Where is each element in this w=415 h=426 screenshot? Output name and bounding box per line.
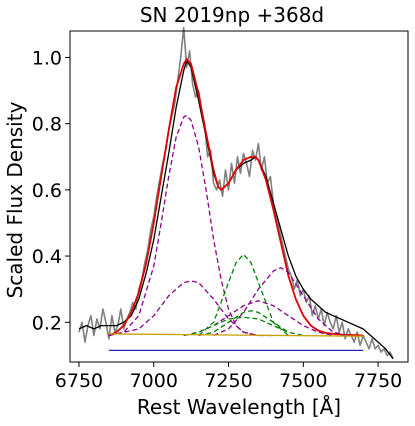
x-tick-label: 7750 <box>354 370 402 392</box>
series-observed-0 <box>78 26 394 360</box>
plot-frame <box>69 30 409 363</box>
x-tick-label: 6750 <box>55 370 103 392</box>
x-tick-label: 7250 <box>204 370 252 392</box>
series-continuum-10 <box>108 333 364 337</box>
y-tick-label: 0.6 <box>32 180 62 202</box>
y-tick-label: 0.8 <box>32 114 62 136</box>
series-component-9 <box>183 316 289 337</box>
x-axis-label: Rest Wavelength [Å] <box>137 395 341 419</box>
series-total-fit-2 <box>108 58 364 337</box>
x-tick-label: 7500 <box>279 370 327 392</box>
plot-area <box>78 26 394 360</box>
series-smoothed-1 <box>78 60 394 360</box>
series-component-5 <box>213 267 349 337</box>
chart-title: SN 2019np +368d <box>140 3 324 27</box>
x-tick-label: 7000 <box>130 370 178 392</box>
y-tick-label: 0.2 <box>32 312 62 334</box>
y-axis-ticks: 0.2 0.4 0.6 0.8 1.0 <box>32 47 70 334</box>
y-tick-label: 0.4 <box>32 246 62 268</box>
series-component-4 <box>108 280 259 337</box>
y-tick-label: 1.0 <box>32 47 62 69</box>
series-component-3 <box>108 114 274 337</box>
y-axis-label: Scaled Flux Density <box>3 101 27 298</box>
series-component-8 <box>198 310 304 337</box>
x-axis-ticks: 6750 7000 7250 7500 7750 <box>55 362 402 392</box>
series-component-7 <box>198 253 289 336</box>
